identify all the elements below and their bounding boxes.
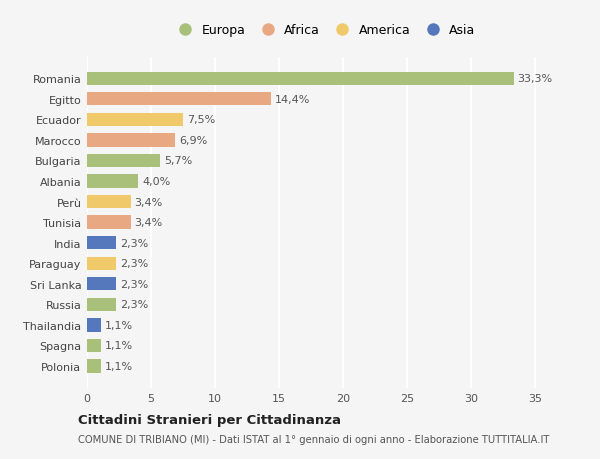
Text: COMUNE DI TRIBIANO (MI) - Dati ISTAT al 1° gennaio di ogni anno - Elaborazione T: COMUNE DI TRIBIANO (MI) - Dati ISTAT al … [78, 434, 550, 444]
Text: 3,4%: 3,4% [134, 218, 163, 228]
Legend: Europa, Africa, America, Asia: Europa, Africa, America, Asia [173, 24, 475, 37]
Text: 3,4%: 3,4% [134, 197, 163, 207]
Bar [87, 236, 116, 250]
Bar [87, 154, 160, 168]
Text: 2,3%: 2,3% [121, 238, 149, 248]
Text: 4,0%: 4,0% [142, 177, 170, 187]
Text: 5,7%: 5,7% [164, 156, 192, 166]
Text: 2,3%: 2,3% [121, 300, 149, 310]
Text: Cittadini Stranieri per Cittadinanza: Cittadini Stranieri per Cittadinanza [78, 413, 341, 426]
Text: 1,1%: 1,1% [105, 341, 133, 351]
Bar [87, 216, 131, 230]
Bar [87, 113, 183, 127]
Text: 1,1%: 1,1% [105, 361, 133, 371]
Bar [87, 319, 101, 332]
Bar [87, 134, 175, 147]
Text: 1,1%: 1,1% [105, 320, 133, 330]
Bar [87, 359, 101, 373]
Bar [87, 257, 116, 270]
Text: 2,3%: 2,3% [121, 279, 149, 289]
Text: 14,4%: 14,4% [275, 95, 311, 105]
Bar [87, 175, 138, 188]
Bar [87, 196, 131, 209]
Text: 6,9%: 6,9% [179, 135, 208, 146]
Bar [87, 93, 271, 106]
Bar [87, 278, 116, 291]
Text: 2,3%: 2,3% [121, 258, 149, 269]
Bar [87, 298, 116, 311]
Bar [87, 73, 514, 86]
Text: 7,5%: 7,5% [187, 115, 215, 125]
Bar [87, 339, 101, 353]
Text: 33,3%: 33,3% [517, 74, 553, 84]
